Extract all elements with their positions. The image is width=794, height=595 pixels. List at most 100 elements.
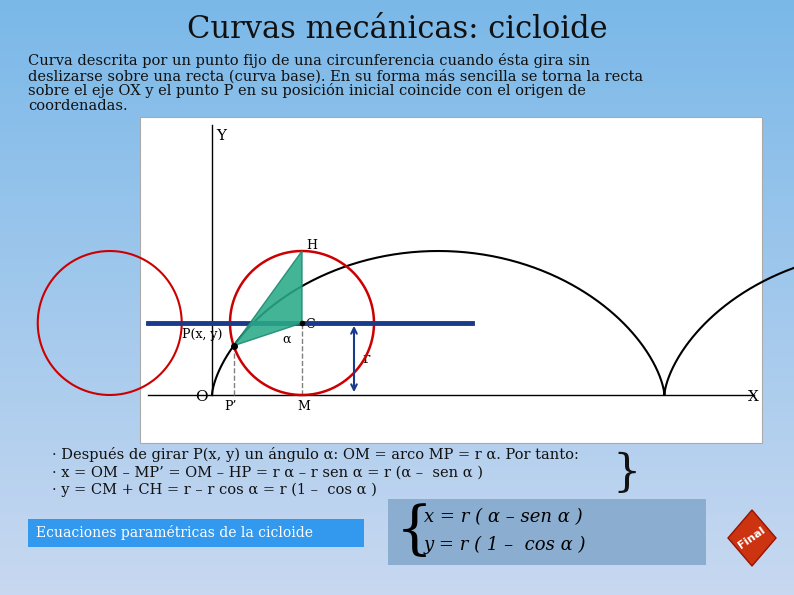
Bar — [0, 258, 794, 263]
Bar — [0, 570, 794, 575]
Bar — [0, 436, 794, 441]
Bar — [0, 506, 794, 511]
Bar — [0, 540, 794, 546]
Bar — [0, 416, 794, 421]
Bar — [0, 193, 794, 198]
Bar — [0, 134, 794, 139]
Bar — [0, 347, 794, 352]
Text: · Después de girar P(x, y) un ángulo α: OM = arco MP = r α. Por tanto:: · Después de girar P(x, y) un ángulo α: … — [52, 447, 579, 462]
Bar — [0, 377, 794, 382]
Bar — [0, 357, 794, 362]
Bar — [0, 203, 794, 208]
Bar — [0, 342, 794, 347]
Bar — [388, 499, 706, 565]
Bar — [0, 243, 794, 248]
Text: coordenadas.: coordenadas. — [28, 99, 128, 113]
Bar — [0, 421, 794, 427]
Bar — [0, 10, 794, 15]
Bar — [0, 441, 794, 446]
Text: sobre el eje OX y el punto P en su posición inicial coincide con el origen de: sobre el eje OX y el punto P en su posic… — [28, 83, 586, 99]
Bar — [0, 491, 794, 496]
Bar — [0, 109, 794, 114]
Bar — [0, 79, 794, 84]
Bar — [0, 94, 794, 99]
Bar — [0, 208, 794, 213]
Bar — [0, 332, 794, 337]
Bar — [0, 387, 794, 392]
Bar — [0, 149, 794, 154]
Text: deslizarse sobre una recta (curva base). En su forma más sencilla se torna la re: deslizarse sobre una recta (curva base).… — [28, 69, 643, 83]
Text: O: O — [195, 390, 207, 404]
Bar — [0, 25, 794, 30]
Bar — [0, 550, 794, 555]
Bar — [0, 511, 794, 516]
Text: · x = OM – MP’ = OM – HP = r α – r sen α = r (α –  sen α ): · x = OM – MP’ = OM – HP = r α – r sen α… — [52, 466, 483, 480]
Bar — [0, 30, 794, 35]
Bar — [0, 183, 794, 189]
Bar — [0, 531, 794, 536]
Text: Curvas mecánicas: cicloide: Curvas mecánicas: cicloide — [187, 14, 607, 45]
Bar — [0, 223, 794, 228]
Text: P’: P’ — [225, 400, 237, 413]
Bar — [0, 392, 794, 397]
Text: · y = CM + CH = r – r cos α = r (1 –  cos α ): · y = CM + CH = r – r cos α = r (1 – cos… — [52, 483, 377, 497]
Text: Ecuaciones paramétricas de la cicloide: Ecuaciones paramétricas de la cicloide — [36, 525, 313, 540]
Bar — [0, 228, 794, 233]
Bar — [0, 431, 794, 436]
Bar — [0, 546, 794, 550]
Bar — [0, 312, 794, 317]
Bar — [0, 352, 794, 357]
Bar — [0, 84, 794, 89]
Text: r: r — [362, 352, 369, 366]
Text: C: C — [305, 318, 314, 331]
Bar — [0, 521, 794, 525]
Bar — [0, 555, 794, 560]
Text: Final: Final — [737, 525, 767, 551]
Bar — [0, 372, 794, 377]
Bar — [0, 64, 794, 70]
Bar — [0, 486, 794, 491]
Bar — [0, 154, 794, 159]
Bar — [0, 119, 794, 124]
Bar — [0, 189, 794, 193]
Bar — [0, 412, 794, 416]
Bar — [0, 362, 794, 367]
Bar — [0, 0, 794, 5]
Bar — [0, 278, 794, 283]
Bar — [0, 461, 794, 466]
Bar — [0, 327, 794, 332]
Bar — [0, 104, 794, 109]
Text: }: } — [612, 452, 641, 494]
Bar — [0, 427, 794, 431]
Bar — [0, 337, 794, 342]
Bar — [0, 402, 794, 406]
Bar — [0, 99, 794, 104]
Bar — [0, 35, 794, 40]
Bar — [0, 45, 794, 49]
Text: Curva descrita por un punto fijo de una circunferencia cuando ésta gira sin: Curva descrita por un punto fijo de una … — [28, 54, 590, 68]
Bar — [0, 238, 794, 243]
Bar — [0, 406, 794, 412]
Text: X: X — [748, 390, 759, 404]
Bar — [0, 476, 794, 481]
Bar — [0, 590, 794, 595]
Bar — [0, 397, 794, 402]
Bar — [0, 60, 794, 64]
Text: y = r ( 1 –  cos α ): y = r ( 1 – cos α ) — [424, 536, 587, 554]
Text: Y: Y — [216, 129, 226, 143]
Bar — [0, 139, 794, 144]
Bar — [0, 456, 794, 461]
Bar — [0, 287, 794, 293]
Bar — [0, 253, 794, 258]
Bar — [0, 178, 794, 183]
Bar — [0, 159, 794, 164]
Bar — [0, 198, 794, 203]
Bar — [0, 302, 794, 308]
Bar — [0, 367, 794, 372]
Bar — [0, 536, 794, 540]
Text: α: α — [282, 333, 291, 346]
Text: H: H — [306, 239, 317, 252]
Bar — [0, 308, 794, 312]
Bar — [0, 144, 794, 149]
Bar — [0, 248, 794, 253]
